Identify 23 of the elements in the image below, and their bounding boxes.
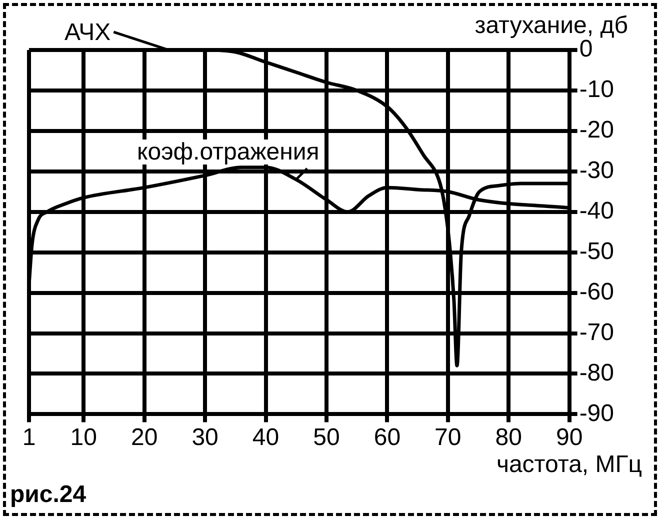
series-label: коэф.отражения: [136, 138, 320, 166]
text: рис.24: [10, 481, 87, 508]
x-tick-label: 70: [434, 424, 462, 452]
y-tick-label: -10: [579, 76, 614, 104]
legend-label: АЧХ: [64, 19, 111, 46]
x-axis-title: частота, МГц: [496, 451, 642, 478]
x-tick-label: 20: [130, 424, 158, 452]
y-tick-label: -20: [579, 116, 614, 144]
x-tick-label: 80: [495, 424, 522, 452]
y-tick-label: -80: [579, 359, 614, 386]
y-tick-label: -70: [579, 318, 614, 346]
x-tick-label: 50: [313, 424, 340, 452]
x-tick-label: 90: [556, 424, 583, 452]
x-tick-label: 1: [22, 424, 36, 452]
x-tick-label: 60: [374, 424, 401, 452]
y-tick-label: -30: [579, 157, 614, 184]
x-tick-label: 30: [192, 424, 218, 452]
y-tick-label: -60: [579, 278, 614, 306]
y-tick-label: -90: [579, 400, 614, 427]
x-tick-label: 40: [252, 424, 280, 452]
x-tick-label: 10: [70, 424, 97, 452]
y-tick-label: -40: [579, 197, 614, 224]
y-tick-label: -50: [579, 238, 614, 265]
